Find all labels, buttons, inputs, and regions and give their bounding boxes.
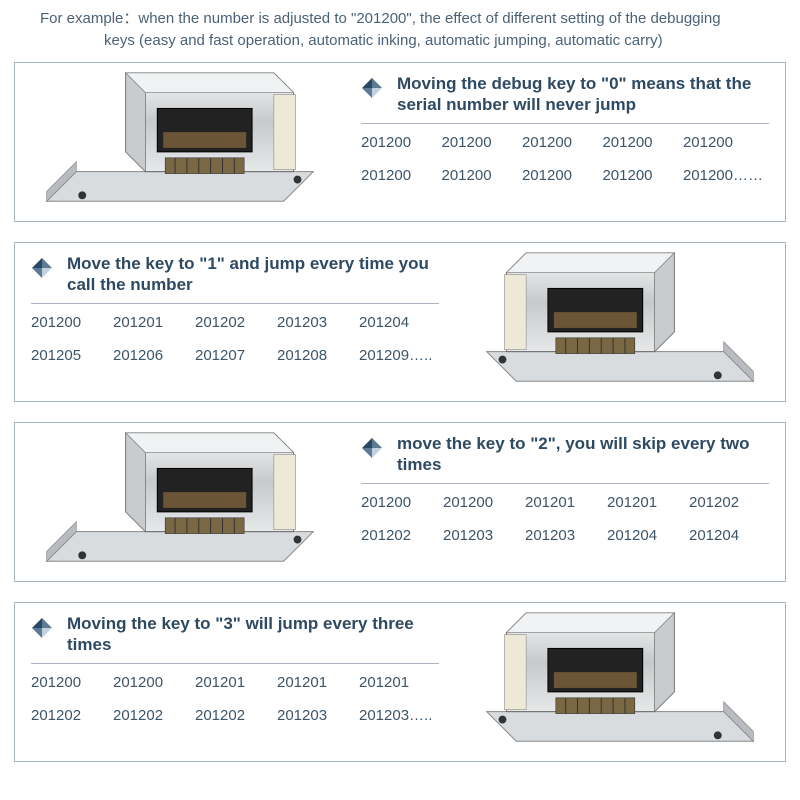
number-cell: 201203 — [525, 527, 599, 544]
intro-text: For example：when the number is adjusted … — [14, 8, 786, 62]
number-cell: 201200 — [602, 167, 674, 184]
panel-1: Move the key to "1" and jump every time … — [14, 242, 786, 402]
panel-text: Moving the debug key to "0" means that t… — [345, 63, 785, 221]
number-cell: 201203 — [277, 707, 351, 724]
number-cell: 201200 — [31, 314, 105, 331]
number-cell: 201200 — [602, 134, 674, 151]
diamond-bullet-icon — [31, 617, 53, 644]
panel-title-row: Moving the key to "3" will jump every th… — [31, 613, 439, 665]
number-cell: 201200 — [522, 167, 594, 184]
product-image — [455, 603, 785, 761]
panel-text: Moving the key to "3" will jump every th… — [15, 603, 455, 761]
number-cell: 201201 — [359, 674, 433, 691]
panel-title: Move the key to "1" and jump every time … — [67, 253, 439, 296]
panel-title-row: Move the key to "1" and jump every time … — [31, 253, 439, 305]
panel-title-row: Moving the debug key to "0" means that t… — [361, 73, 769, 125]
number-grid: 201200 201200 201201 201201 201202 201202 2012… — [361, 494, 769, 544]
panel-text: Move the key to "1" and jump every time … — [15, 243, 455, 401]
number-cell: 201200 — [441, 134, 513, 151]
intro-line-2: keys (easy and fast operation, automatic… — [40, 30, 756, 52]
number-cell: 201201 — [607, 494, 681, 511]
diamond-bullet-icon — [361, 437, 383, 464]
panel-title-row: move the key to "2", you will skip every… — [361, 433, 769, 485]
number-cell: 201200 — [522, 134, 594, 151]
number-cell: 201204 — [689, 527, 763, 544]
panel-title: Moving the debug key to "0" means that t… — [397, 73, 769, 116]
number-cell: 201200 — [443, 494, 517, 511]
diamond-bullet-icon — [361, 77, 383, 104]
number-cell: 201209….. — [359, 347, 433, 364]
number-cell: 201207 — [195, 347, 269, 364]
product-image — [455, 243, 785, 401]
number-cell: 201203 — [277, 314, 351, 331]
panel-title: move the key to "2", you will skip every… — [397, 433, 769, 476]
number-cell: 201203 — [443, 527, 517, 544]
diamond-bullet-icon — [31, 257, 53, 284]
number-grid: 201200 201200 201200 201200 201200 201200 2012… — [361, 134, 769, 184]
number-cell: 201202 — [689, 494, 763, 511]
number-cell: 201201 — [525, 494, 599, 511]
number-cell: 201202 — [361, 527, 435, 544]
number-cell: 201202 — [113, 707, 187, 724]
number-cell: 201200 — [361, 494, 435, 511]
number-cell: 201201 — [277, 674, 351, 691]
number-cell: 201204 — [359, 314, 433, 331]
number-cell: 201200 — [31, 674, 105, 691]
product-image — [15, 423, 345, 581]
number-cell: 201206 — [113, 347, 187, 364]
panel-2: move the key to "2", you will skip every… — [14, 422, 786, 582]
number-cell: 201200 — [441, 167, 513, 184]
panel-0: Moving the debug key to "0" means that t… — [14, 62, 786, 222]
number-cell: 201200 — [361, 134, 433, 151]
product-image — [15, 63, 345, 221]
number-cell: 201208 — [277, 347, 351, 364]
number-grid: 201200 201201 201202 201203 201204 201205 2012… — [31, 314, 439, 364]
number-cell: 201202 — [195, 314, 269, 331]
panel-title: Moving the key to "3" will jump every th… — [67, 613, 439, 656]
number-cell: 201205 — [31, 347, 105, 364]
number-cell: 201200…… — [683, 167, 763, 184]
number-cell: 201200 — [113, 674, 187, 691]
number-cell: 201200 — [683, 134, 763, 151]
number-cell: 201204 — [607, 527, 681, 544]
number-grid: 201200 201200 201201 201201 201201 201202 2012… — [31, 674, 439, 724]
number-cell: 201203….. — [359, 707, 433, 724]
number-cell: 201200 — [361, 167, 433, 184]
panel-text: move the key to "2", you will skip every… — [345, 423, 785, 581]
number-cell: 201202 — [195, 707, 269, 724]
number-cell: 201201 — [113, 314, 187, 331]
number-cell: 201202 — [31, 707, 105, 724]
number-cell: 201201 — [195, 674, 269, 691]
intro-line-1: For example：when the number is adjusted … — [40, 8, 756, 30]
panel-3: Moving the key to "3" will jump every th… — [14, 602, 786, 762]
